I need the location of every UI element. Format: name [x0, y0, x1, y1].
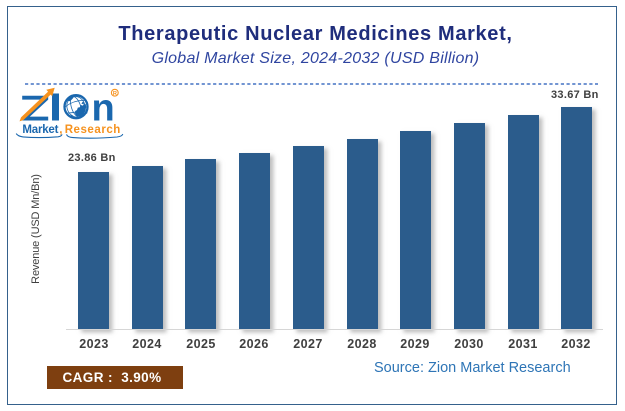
svg-text:R: R [113, 91, 117, 97]
svg-text:n: n [92, 88, 115, 130]
svg-text:Market: Market [22, 124, 58, 136]
svg-text:,: , [59, 124, 62, 136]
svg-text:Research: Research [65, 124, 121, 136]
